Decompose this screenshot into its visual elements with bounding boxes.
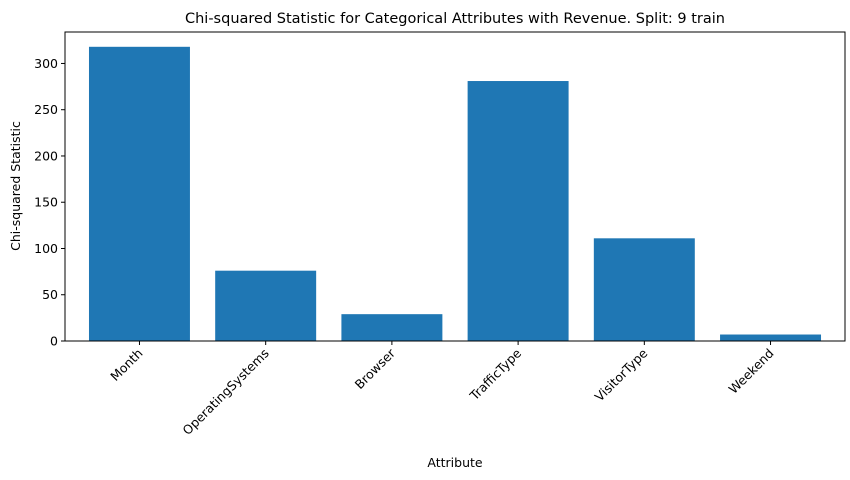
x-axis: Month OperatingSystems Browser TrafficType V…: [107, 341, 777, 438]
bars: [88, 46, 822, 342]
y-axis: 0 50 100 150 200 250 300: [34, 56, 65, 349]
x-tick-label: VisitorType: [592, 345, 651, 404]
chart-title: Chi-squared Statistic for Categorical At…: [185, 11, 725, 27]
bar-weekend: [720, 334, 822, 341]
bar-traffictype: [467, 81, 569, 341]
y-tick-label: 100: [34, 241, 58, 256]
y-tick-label: 50: [42, 287, 58, 302]
y-tick-label: 0: [50, 334, 58, 349]
y-tick-label: 300: [34, 56, 58, 71]
x-tick-label: OperatingSystems: [179, 346, 271, 438]
x-tick-label: Month: [107, 346, 145, 384]
bar-browser: [341, 314, 443, 341]
plot-frame: [64, 31, 846, 342]
y-tick-label: 200: [34, 148, 58, 163]
y-tick-label: 250: [34, 102, 58, 117]
x-tick-label: Browser: [352, 345, 399, 392]
bar-visitortype: [593, 238, 695, 341]
bar-month: [88, 46, 190, 342]
x-axis-title: Attribute: [427, 455, 483, 470]
bar-operatingsystems: [215, 270, 317, 341]
y-tick-label: 150: [34, 195, 58, 210]
x-tick-label: TrafficType: [466, 345, 524, 403]
y-axis-title: Chi-squared Statistic: [8, 121, 23, 251]
x-tick-label: Weekend: [725, 346, 776, 397]
